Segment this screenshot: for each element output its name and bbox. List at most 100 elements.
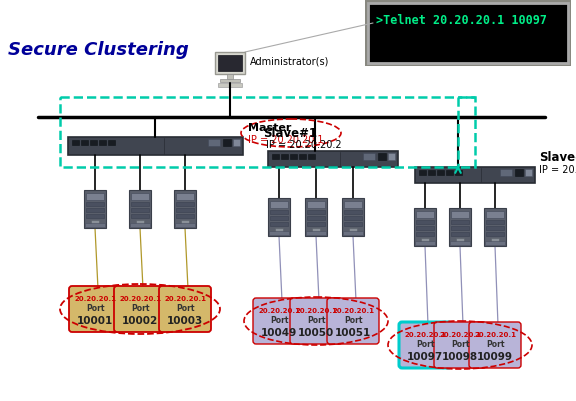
- Text: Port: Port: [416, 340, 434, 348]
- Bar: [308, 155, 315, 160]
- Bar: [449, 209, 471, 246]
- Text: 10050: 10050: [298, 327, 334, 337]
- Text: Port: Port: [270, 316, 288, 325]
- Bar: [307, 217, 325, 221]
- FancyBboxPatch shape: [253, 298, 305, 344]
- Bar: [368, 4, 568, 64]
- Bar: [131, 203, 149, 207]
- Bar: [451, 233, 469, 237]
- Bar: [223, 140, 231, 147]
- Bar: [416, 211, 434, 219]
- Bar: [450, 241, 470, 245]
- Bar: [307, 211, 325, 215]
- Bar: [451, 211, 469, 219]
- Bar: [344, 217, 362, 221]
- Bar: [307, 201, 325, 209]
- Bar: [281, 155, 288, 160]
- Text: 20.20.20.1: 20.20.20.1: [404, 331, 446, 337]
- Text: 20.20.20.1: 20.20.20.1: [164, 295, 206, 301]
- Bar: [108, 141, 115, 146]
- Bar: [129, 190, 151, 229]
- Bar: [378, 154, 386, 160]
- Bar: [270, 201, 288, 209]
- Text: 20.20.20.1: 20.20.20.1: [332, 307, 374, 313]
- Bar: [363, 154, 375, 160]
- Bar: [215, 53, 245, 75]
- Bar: [437, 170, 444, 176]
- Bar: [342, 198, 364, 237]
- Bar: [131, 209, 149, 213]
- Bar: [486, 227, 504, 231]
- Bar: [491, 239, 499, 243]
- Bar: [307, 223, 325, 227]
- Bar: [486, 211, 504, 219]
- Bar: [218, 56, 242, 72]
- Bar: [91, 221, 99, 225]
- Text: IP = 20.20.20.2: IP = 20.20.20.2: [266, 140, 342, 150]
- Text: Port: Port: [451, 340, 469, 348]
- Text: Slave#2: Slave#2: [539, 151, 576, 164]
- Bar: [208, 140, 220, 147]
- Bar: [269, 231, 289, 235]
- Text: 20.20.20.1: 20.20.20.1: [74, 295, 116, 301]
- FancyBboxPatch shape: [434, 322, 486, 368]
- Bar: [486, 233, 504, 237]
- Bar: [90, 141, 97, 146]
- Bar: [365, 1, 571, 67]
- Bar: [312, 229, 320, 233]
- Bar: [220, 80, 240, 83]
- Bar: [486, 221, 504, 225]
- Bar: [84, 190, 106, 229]
- Bar: [455, 170, 462, 176]
- Bar: [130, 223, 150, 227]
- Bar: [290, 155, 297, 160]
- Bar: [305, 198, 327, 237]
- Bar: [270, 223, 288, 227]
- Bar: [515, 170, 523, 176]
- Bar: [343, 231, 363, 235]
- Text: 10001: 10001: [77, 315, 113, 325]
- Bar: [270, 217, 288, 221]
- Bar: [176, 194, 194, 200]
- Text: Port: Port: [344, 316, 362, 325]
- Bar: [344, 211, 362, 215]
- Bar: [446, 170, 453, 176]
- Bar: [176, 203, 194, 207]
- Text: Secure Clustering: Secure Clustering: [8, 41, 189, 59]
- Text: 10097: 10097: [407, 351, 443, 361]
- Bar: [415, 168, 535, 184]
- Bar: [136, 221, 144, 225]
- Bar: [176, 215, 194, 219]
- FancyBboxPatch shape: [114, 286, 166, 332]
- Text: Port: Port: [86, 304, 104, 313]
- Text: 10003: 10003: [167, 315, 203, 325]
- FancyBboxPatch shape: [69, 286, 121, 332]
- Text: Port: Port: [176, 304, 194, 313]
- Bar: [81, 141, 88, 146]
- Bar: [60, 98, 475, 168]
- Bar: [270, 211, 288, 215]
- Bar: [268, 198, 290, 237]
- Bar: [272, 155, 279, 160]
- Bar: [306, 231, 326, 235]
- Bar: [299, 155, 306, 160]
- Text: Master: Master: [248, 123, 291, 133]
- Bar: [484, 209, 506, 246]
- Text: Slave#1: Slave#1: [263, 127, 317, 140]
- Text: 20.20.20.1: 20.20.20.1: [119, 295, 161, 301]
- Bar: [175, 223, 195, 227]
- Bar: [131, 215, 149, 219]
- Bar: [181, 221, 189, 225]
- Bar: [451, 221, 469, 225]
- Bar: [86, 203, 104, 207]
- Bar: [344, 201, 362, 209]
- Bar: [344, 223, 362, 227]
- Bar: [485, 241, 505, 245]
- Bar: [525, 170, 532, 176]
- Text: Administrator(s): Administrator(s): [250, 57, 329, 67]
- Text: 10049: 10049: [261, 327, 297, 337]
- Bar: [421, 239, 429, 243]
- Bar: [85, 223, 105, 227]
- Bar: [86, 194, 104, 200]
- Bar: [456, 239, 464, 243]
